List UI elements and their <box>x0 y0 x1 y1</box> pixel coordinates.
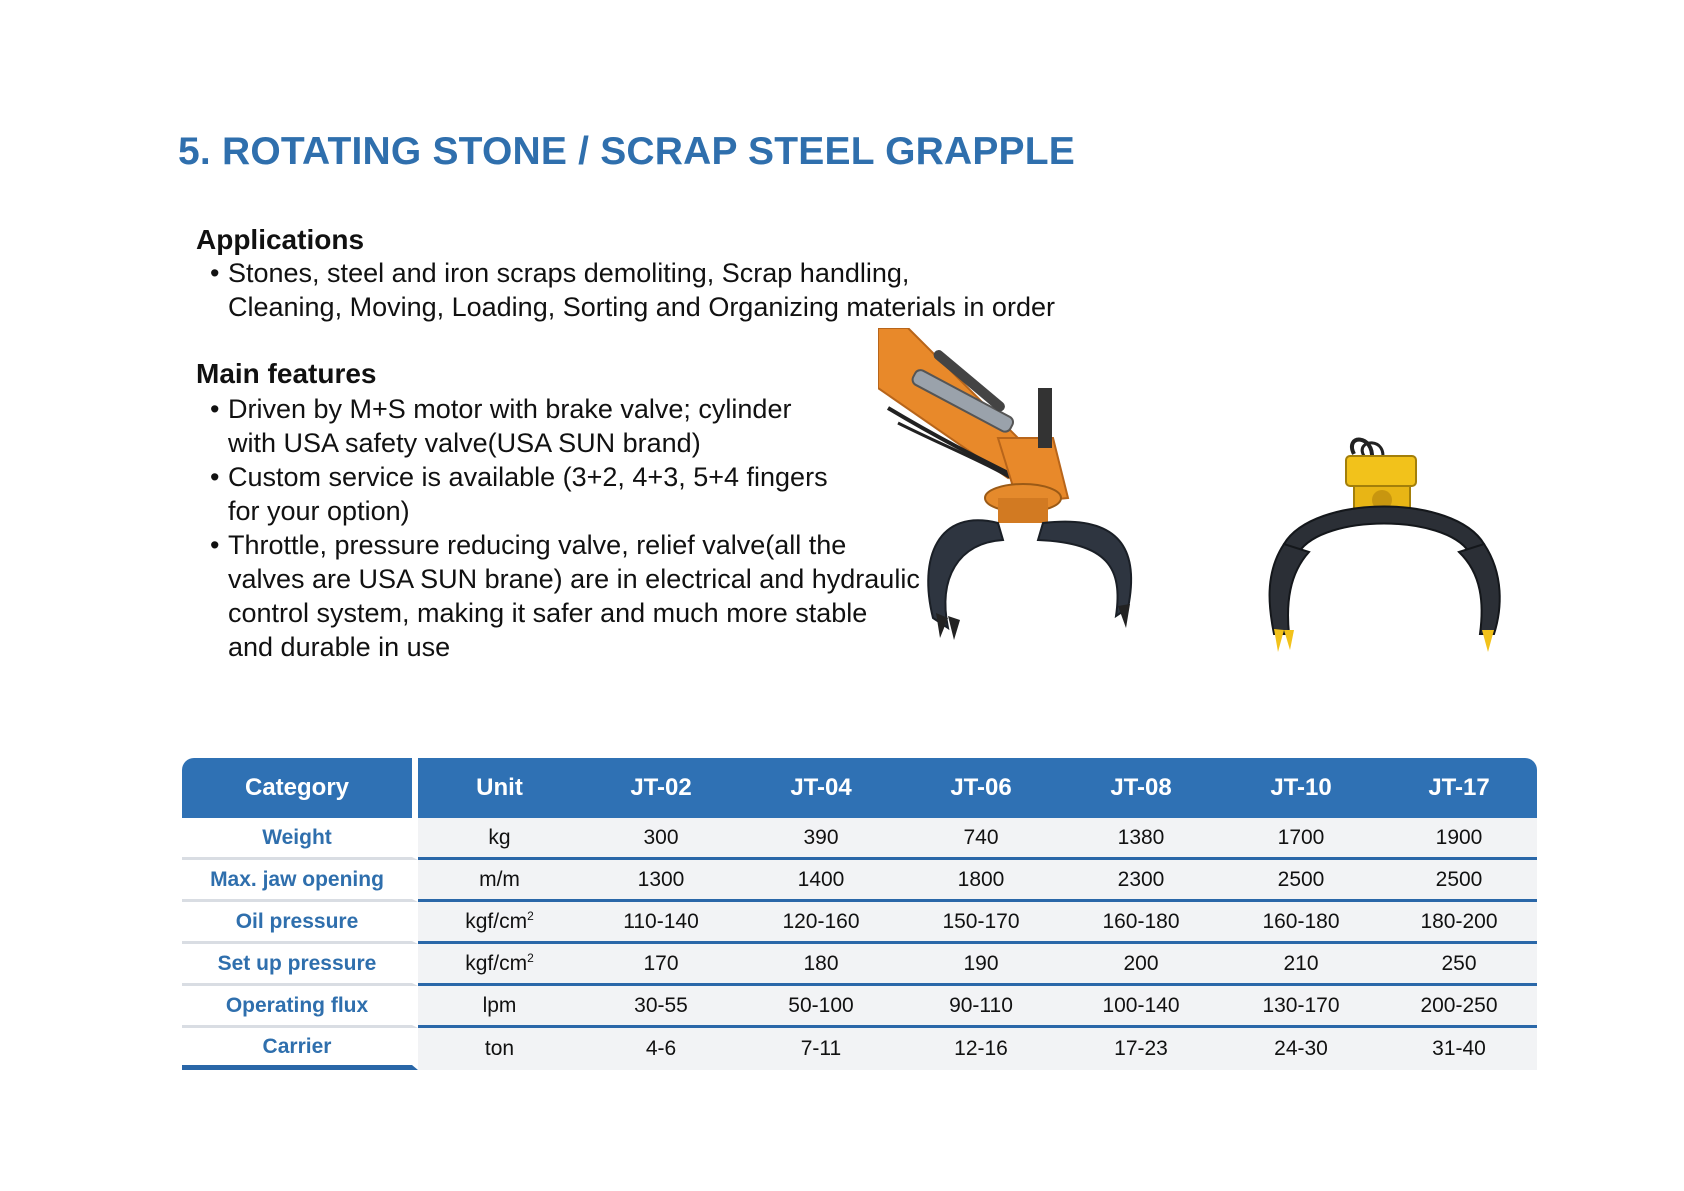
table-cell: 160-180 <box>1061 902 1221 944</box>
feature-bullet: • Custom service is available (3+2, 4+3, … <box>210 460 828 528</box>
bullet-line: Custom service is available (3+2, 4+3, 5… <box>228 462 828 492</box>
table-cell: 2500 <box>1381 860 1537 902</box>
row-category: Oil pressure <box>182 902 418 944</box>
bullet-line: for your option) <box>228 496 410 526</box>
spec-table: Category Unit JT-02 JT-04 JT-06 JT-08 JT… <box>182 758 1537 1070</box>
column-header: JT-17 <box>1381 758 1537 818</box>
row-unit: kgf/cm2 <box>418 902 581 944</box>
excavator-grapple-image <box>878 328 1133 640</box>
bullet-line: and durable in use <box>228 632 451 662</box>
bullet-dot: • <box>210 258 220 288</box>
table-cell: 180-200 <box>1381 902 1537 944</box>
features-heading: Main features <box>196 358 377 389</box>
table-cell: 1300 <box>581 860 741 902</box>
feature-bullet: • Throttle, pressure reducing valve, reli… <box>210 528 920 664</box>
bullet-line: Stones, steel and iron scraps demoliting… <box>228 258 910 288</box>
row-unit: kgf/cm2 <box>418 944 581 986</box>
column-header: JT-04 <box>741 758 901 818</box>
table-cell: 130-170 <box>1221 986 1381 1028</box>
row-category: Max. jaw opening <box>182 860 418 902</box>
rotating-grapple-image <box>1268 437 1501 652</box>
table-cell: 180 <box>741 944 901 986</box>
table-cell: 160-180 <box>1221 902 1381 944</box>
table-cell: 150-170 <box>901 902 1061 944</box>
table-cell: 200 <box>1061 944 1221 986</box>
table-row: Operating flux lpm 30-55 50-100 90-110 1… <box>182 986 1537 1028</box>
table-cell: 110-140 <box>581 902 741 944</box>
bullet-line: Cleaning, Moving, Loading, Sorting and O… <box>228 292 1055 322</box>
table-cell: 300 <box>581 818 741 860</box>
table-cell: 31-40 <box>1381 1028 1537 1070</box>
table-cell: 1400 <box>741 860 901 902</box>
bullet-line: Throttle, pressure reducing valve, relie… <box>228 530 847 560</box>
column-header: Category <box>182 758 418 818</box>
bullet-line: valves are USA SUN brane) are in electri… <box>228 564 920 594</box>
table-row: Carrier ton 4-6 7-11 12-16 17-23 24-30 3… <box>182 1028 1537 1070</box>
table-cell: 250 <box>1381 944 1537 986</box>
table-row: Set up pressure kgf/cm2 170 180 190 200 … <box>182 944 1537 986</box>
table-cell: 30-55 <box>581 986 741 1028</box>
table-cell: 2500 <box>1221 860 1381 902</box>
table-cell: 390 <box>741 818 901 860</box>
row-unit: kg <box>418 818 581 860</box>
table-cell: 1900 <box>1381 818 1537 860</box>
table-cell: 1700 <box>1221 818 1381 860</box>
table-cell: 100-140 <box>1061 986 1221 1028</box>
table-cell: 200-250 <box>1381 986 1537 1028</box>
table-cell: 170 <box>581 944 741 986</box>
bullet-dot: • <box>210 530 220 560</box>
bullet-line: with USA safety valve(USA SUN brand) <box>228 428 701 458</box>
table-cell: 24-30 <box>1221 1028 1381 1070</box>
table-cell: 120-160 <box>741 902 901 944</box>
bullet-dot: • <box>210 462 220 492</box>
table-cell: 12-16 <box>901 1028 1061 1070</box>
column-header: JT-08 <box>1061 758 1221 818</box>
column-header: JT-02 <box>581 758 741 818</box>
table-cell: 7-11 <box>741 1028 901 1070</box>
table-cell: 50-100 <box>741 986 901 1028</box>
table-cell: 17-23 <box>1061 1028 1221 1070</box>
applications-bullet: • Stones, steel and iron scraps demolitin… <box>210 256 1055 324</box>
row-unit: ton <box>418 1028 581 1070</box>
row-category: Set up pressure <box>182 944 418 986</box>
table-cell: 740 <box>901 818 1061 860</box>
applications-heading: Applications <box>196 224 365 255</box>
row-category: Operating flux <box>182 986 418 1028</box>
table-cell: 190 <box>901 944 1061 986</box>
column-header: Unit <box>418 758 581 818</box>
table-row: Oil pressure kgf/cm2 110-140 120-160 150… <box>182 902 1537 944</box>
table-cell: 90-110 <box>901 986 1061 1028</box>
bullet-dot: • <box>210 394 220 424</box>
table-row: Max. jaw opening m/m 1300 1400 1800 2300… <box>182 860 1537 902</box>
row-category: Weight <box>182 818 418 860</box>
column-header: JT-10 <box>1221 758 1381 818</box>
row-unit: lpm <box>418 986 581 1028</box>
bullet-line: control system, making it safer and much… <box>228 598 868 628</box>
feature-bullet: • Driven by M+S motor with brake valve; c… <box>210 392 791 460</box>
page-title: 5. ROTATING STONE / SCRAP STEEL GRAPPLE <box>178 130 1075 173</box>
table-cell: 4-6 <box>581 1028 741 1070</box>
table-cell: 1800 <box>901 860 1061 902</box>
column-header: JT-06 <box>901 758 1061 818</box>
table-header-row: Category Unit JT-02 JT-04 JT-06 JT-08 JT… <box>182 758 1537 818</box>
table-row: Weight kg 300 390 740 1380 1700 1900 <box>182 818 1537 860</box>
row-unit: m/m <box>418 860 581 902</box>
bullet-line: Driven by M+S motor with brake valve; cy… <box>228 394 792 424</box>
row-category: Carrier <box>182 1028 418 1070</box>
table-cell: 210 <box>1221 944 1381 986</box>
table-cell: 1380 <box>1061 818 1221 860</box>
table-cell: 2300 <box>1061 860 1221 902</box>
